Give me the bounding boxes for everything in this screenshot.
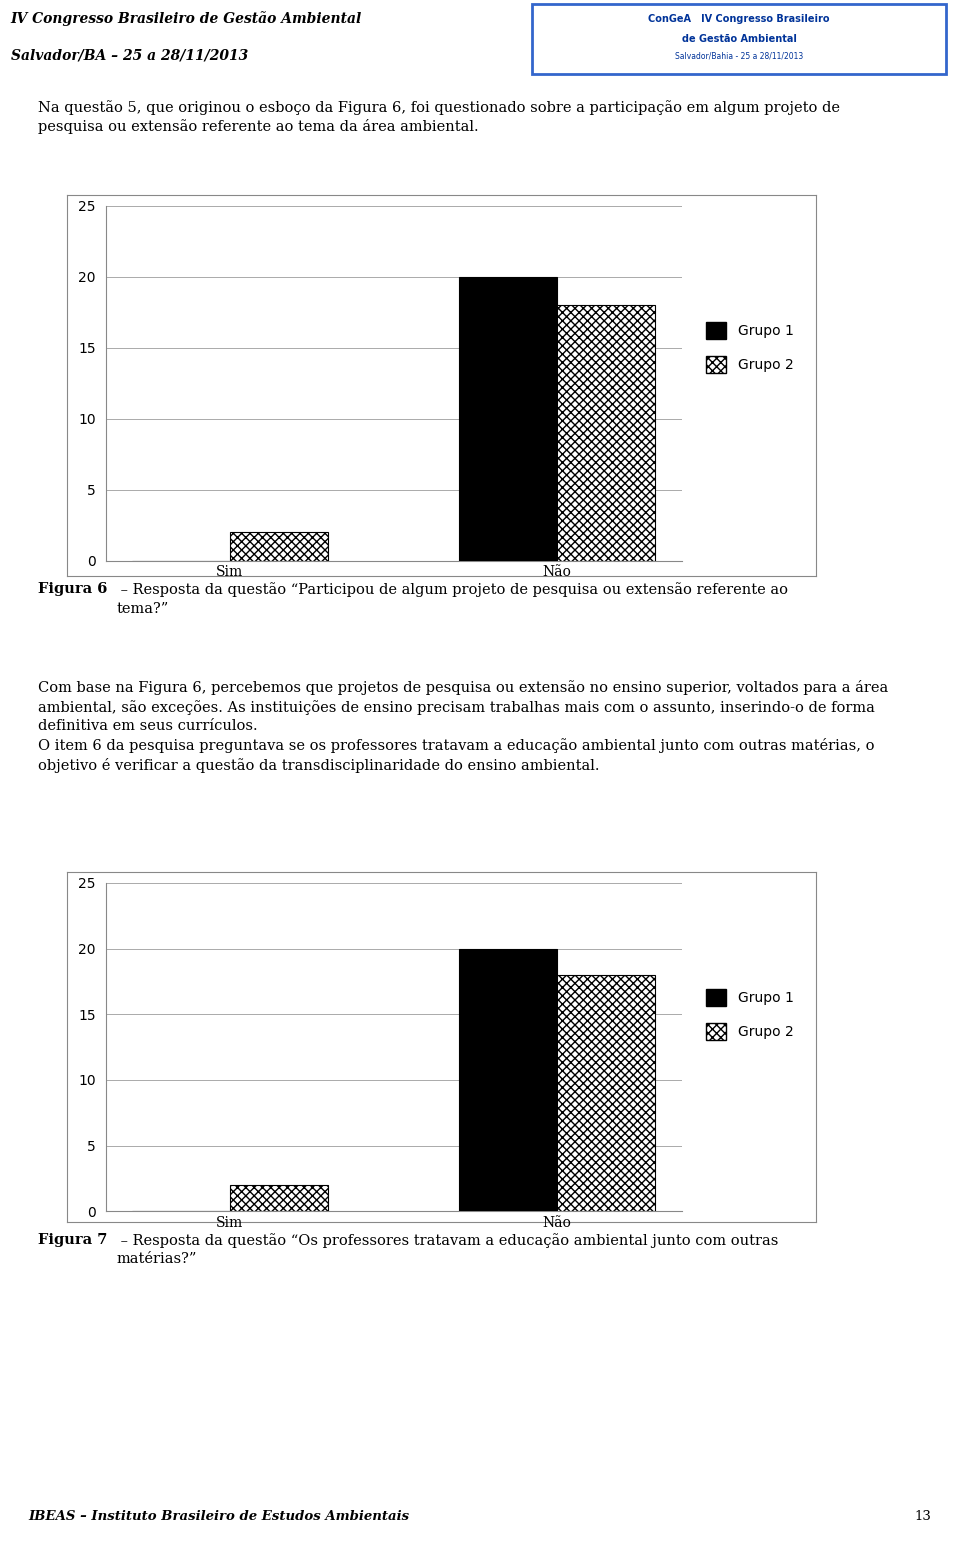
Bar	[459, 948, 557, 1211]
Bar	[557, 975, 656, 1211]
Text: IBEAS   Instituto Brasileiro de Estudos Ambientais e de Saneamento: IBEAS Instituto Brasileiro de Estudos Am…	[621, 78, 857, 84]
Text: Figura 6: Figura 6	[38, 582, 108, 596]
Text: Com base na Figura 6, percebemos que projetos de pesquisa ou extensão no ensino : Com base na Figura 6, percebemos que pro…	[38, 680, 889, 772]
Text: Salvador/BA – 25 a 28/11/2013: Salvador/BA – 25 a 28/11/2013	[11, 48, 248, 62]
Text: 13: 13	[914, 1510, 931, 1523]
Bar	[230, 532, 328, 561]
Text: – Resposta da questão “Participou de algum projeto de pesquisa ou extensão refer: – Resposta da questão “Participou de alg…	[116, 582, 788, 615]
Text: ConGeA   IV Congresso Brasileiro: ConGeA IV Congresso Brasileiro	[648, 14, 830, 25]
Text: – Resposta da questão “Os professores tratavam a educação ambiental junto com ou: – Resposta da questão “Os professores tr…	[116, 1233, 779, 1266]
Legend: Grupo 1, Grupo 2: Grupo 1, Grupo 2	[700, 316, 799, 378]
Text: Salvador/Bahia - 25 a 28/11/2013: Salvador/Bahia - 25 a 28/11/2013	[675, 51, 804, 61]
Bar	[230, 1185, 328, 1211]
Bar	[557, 305, 656, 561]
Text: IBEAS – Instituto Brasileiro de Estudos Ambientais: IBEAS – Instituto Brasileiro de Estudos …	[29, 1510, 410, 1523]
Text: Figura 7: Figura 7	[38, 1233, 108, 1247]
Text: IV Congresso Brasileiro de Gestão Ambiental: IV Congresso Brasileiro de Gestão Ambien…	[11, 11, 362, 26]
Text: de Gestão Ambiental: de Gestão Ambiental	[682, 34, 797, 44]
Legend: Grupo 1, Grupo 2: Grupo 1, Grupo 2	[700, 984, 799, 1045]
Bar	[459, 277, 557, 561]
Text: Na questão 5, que originou o esboço da Figura 6, foi questionado sobre a partici: Na questão 5, que originou o esboço da F…	[38, 100, 840, 134]
